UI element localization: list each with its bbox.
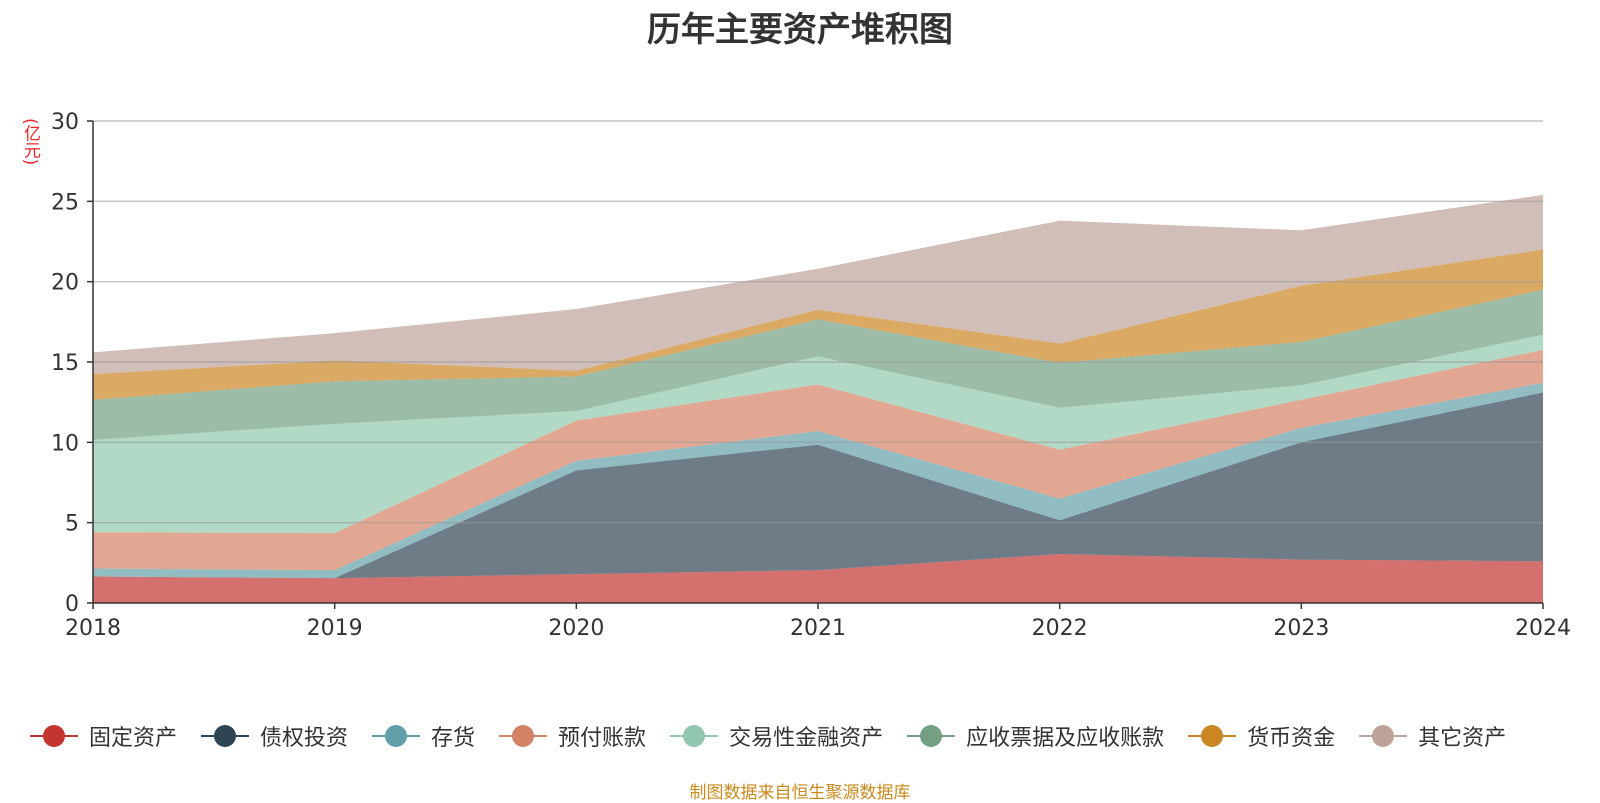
- area-series-1: [93, 554, 1543, 603]
- legend-dot: [512, 725, 535, 747]
- legend-item-2[interactable]: 债权投资: [201, 720, 348, 752]
- legend-marker-icon: [670, 725, 719, 747]
- x-tick-label: 2020: [548, 616, 604, 641]
- area-series-5: [93, 334, 1543, 534]
- area-series-8: [93, 194, 1543, 375]
- legend-label: 交易性金融资产: [729, 726, 884, 751]
- legend-item-7[interactable]: 货币资金: [1188, 720, 1335, 752]
- legend-dot: [1372, 725, 1395, 747]
- y-tick-label: 0: [65, 592, 79, 617]
- x-tick-label: 2018: [65, 616, 121, 641]
- data-source-note: 制图数据来自恒生聚源数据库: [689, 783, 911, 803]
- legend-marker-icon: [907, 725, 956, 747]
- y-tick-label: 20: [51, 271, 79, 296]
- legend-dot: [43, 725, 65, 747]
- chart-title: 历年主要资产堆积图: [647, 10, 953, 50]
- area-series-2: [93, 392, 1543, 579]
- legend-dot: [1201, 725, 1224, 747]
- legend-label: 预付账款: [558, 726, 647, 751]
- area-series-7: [93, 249, 1543, 400]
- legend-label: 固定资产: [89, 726, 178, 751]
- legend-item-6[interactable]: 应收票据及应收账款: [907, 720, 1164, 752]
- y-axis-unit-label: (亿元): [20, 118, 40, 166]
- x-tick-label: 2024: [1515, 616, 1571, 641]
- legend-marker-icon: [372, 725, 421, 747]
- legend-marker-icon: [1188, 725, 1237, 747]
- legend-label: 应收票据及应收账款: [966, 726, 1165, 751]
- y-tick-label: 10: [51, 431, 79, 456]
- area-series-4: [93, 349, 1543, 571]
- legend-dot: [385, 725, 408, 747]
- legend-label: 债权投资: [260, 726, 349, 751]
- x-tick-label: 2023: [1273, 616, 1329, 641]
- legend-dot: [683, 725, 706, 747]
- legend-label: 货币资金: [1247, 726, 1336, 751]
- x-tick-label: 2021: [790, 616, 846, 641]
- chart-legend: 固定资产 债权投资 存货 预付账款 交易性金融资产 应收票据及应收账款 货币资金 其它资产: [30, 720, 1530, 752]
- y-tick-label: 30: [51, 110, 79, 135]
- legend-label: 存货: [431, 726, 476, 751]
- legend-item-5[interactable]: 交易性金融资产: [670, 720, 883, 752]
- legend-marker-icon: [201, 725, 250, 747]
- y-tick-label: 15: [51, 351, 79, 376]
- legend-marker-icon: [1359, 725, 1408, 747]
- x-tick-label: 2019: [307, 616, 363, 641]
- x-tick-label: 2022: [1032, 616, 1088, 641]
- stacked-area-chart: 0 5 10 15 20 25 30 2018 2019 2020 2021 2022 2023 2024: [51, 110, 1571, 641]
- legend-marker-icon: [499, 725, 548, 747]
- legend-dot: [214, 725, 237, 747]
- y-tick-label: 25: [51, 190, 79, 215]
- legend-item-4[interactable]: 预付账款: [499, 720, 646, 752]
- legend-item-3[interactable]: 存货: [372, 720, 475, 752]
- legend-item-1[interactable]: 固定资产: [30, 720, 177, 752]
- legend-item-8[interactable]: 其它资产: [1359, 720, 1506, 752]
- y-tick-label: 5: [65, 512, 79, 537]
- legend-marker-icon: [30, 725, 78, 747]
- legend-dot: [920, 725, 943, 747]
- area-series-6: [93, 289, 1543, 440]
- legend-label: 其它资产: [1418, 726, 1507, 751]
